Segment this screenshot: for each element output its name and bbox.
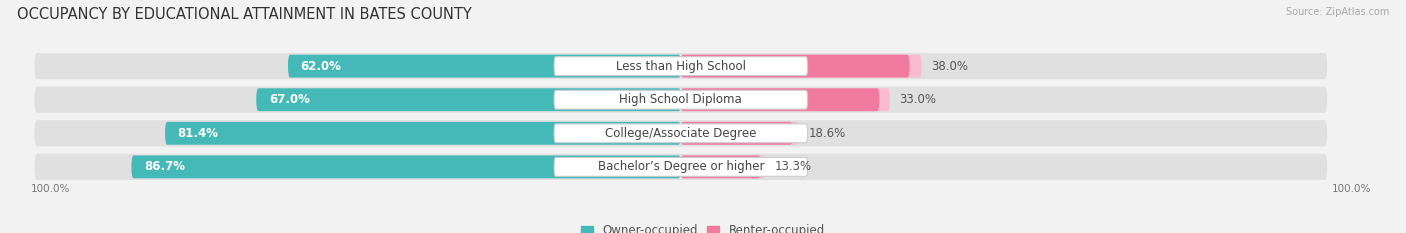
FancyBboxPatch shape bbox=[554, 158, 807, 176]
FancyBboxPatch shape bbox=[256, 88, 681, 111]
Text: Less than High School: Less than High School bbox=[616, 60, 745, 73]
Legend: Owner-occupied, Renter-occupied: Owner-occupied, Renter-occupied bbox=[581, 224, 825, 233]
FancyBboxPatch shape bbox=[681, 155, 765, 178]
Text: 100.0%: 100.0% bbox=[31, 184, 70, 194]
FancyBboxPatch shape bbox=[35, 120, 1327, 146]
Text: College/Associate Degree: College/Associate Degree bbox=[605, 127, 756, 140]
FancyBboxPatch shape bbox=[681, 122, 799, 145]
FancyBboxPatch shape bbox=[131, 155, 681, 178]
FancyBboxPatch shape bbox=[681, 88, 880, 111]
Text: 33.0%: 33.0% bbox=[900, 93, 936, 106]
FancyBboxPatch shape bbox=[681, 122, 793, 145]
Text: 67.0%: 67.0% bbox=[269, 93, 309, 106]
Text: 18.6%: 18.6% bbox=[808, 127, 845, 140]
Text: Source: ZipAtlas.com: Source: ZipAtlas.com bbox=[1285, 7, 1389, 17]
Text: 100.0%: 100.0% bbox=[1331, 184, 1371, 194]
FancyBboxPatch shape bbox=[681, 88, 890, 111]
Text: Bachelor’s Degree or higher: Bachelor’s Degree or higher bbox=[598, 160, 763, 173]
Text: 13.3%: 13.3% bbox=[775, 160, 811, 173]
Text: OCCUPANCY BY EDUCATIONAL ATTAINMENT IN BATES COUNTY: OCCUPANCY BY EDUCATIONAL ATTAINMENT IN B… bbox=[17, 7, 471, 22]
Text: 81.4%: 81.4% bbox=[177, 127, 219, 140]
FancyBboxPatch shape bbox=[554, 124, 807, 143]
FancyBboxPatch shape bbox=[681, 55, 921, 78]
FancyBboxPatch shape bbox=[681, 155, 761, 178]
Text: High School Diploma: High School Diploma bbox=[620, 93, 742, 106]
FancyBboxPatch shape bbox=[554, 90, 807, 109]
FancyBboxPatch shape bbox=[554, 57, 807, 75]
FancyBboxPatch shape bbox=[681, 55, 910, 78]
Text: 38.0%: 38.0% bbox=[931, 60, 969, 73]
FancyBboxPatch shape bbox=[35, 154, 1327, 180]
FancyBboxPatch shape bbox=[35, 53, 1327, 79]
FancyBboxPatch shape bbox=[288, 55, 681, 78]
FancyBboxPatch shape bbox=[165, 122, 681, 145]
FancyBboxPatch shape bbox=[35, 87, 1327, 113]
Text: 86.7%: 86.7% bbox=[143, 160, 186, 173]
Text: 62.0%: 62.0% bbox=[301, 60, 342, 73]
